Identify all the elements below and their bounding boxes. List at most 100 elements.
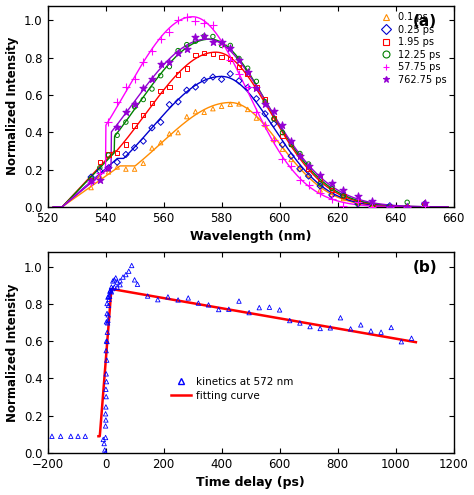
- kinetics at 572 nm: [316, 325, 324, 333]
- Point: [235, 54, 243, 62]
- kinetics at 572 nm: [107, 287, 114, 295]
- kinetics at 572 nm: [144, 292, 151, 300]
- Point: [296, 152, 304, 160]
- Point: [305, 162, 312, 170]
- Point: [305, 172, 312, 180]
- Point: [113, 131, 121, 139]
- kinetics at 572 nm: [154, 296, 162, 303]
- kinetics at 572 nm: [108, 288, 115, 296]
- Point: [113, 123, 121, 131]
- Point: [316, 175, 324, 183]
- kinetics at 572 nm: [119, 273, 127, 281]
- Point: [105, 118, 112, 126]
- kinetics at 572 nm: [100, 436, 107, 444]
- kinetics at 572 nm: [109, 277, 117, 285]
- Point: [174, 49, 182, 56]
- Point: [87, 176, 95, 184]
- Point: [339, 192, 347, 200]
- Point: [131, 75, 138, 83]
- Point: [183, 86, 191, 94]
- Point: [122, 150, 130, 158]
- Point: [131, 122, 138, 130]
- Point: [287, 140, 295, 148]
- Point: [354, 198, 362, 205]
- Point: [261, 98, 269, 106]
- Point: [261, 120, 269, 128]
- Point: [87, 173, 95, 181]
- Point: [270, 114, 278, 122]
- Point: [403, 203, 411, 211]
- Point: [174, 98, 182, 106]
- kinetics at 572 nm: [205, 301, 212, 309]
- Point: [157, 72, 164, 80]
- kinetics at 572 nm: [82, 432, 89, 440]
- Point: [316, 182, 324, 190]
- kinetics at 572 nm: [174, 296, 182, 304]
- kinetics at 572 nm: [101, 449, 109, 457]
- Point: [96, 164, 104, 172]
- Point: [279, 155, 286, 163]
- Point: [296, 165, 304, 173]
- Point: [386, 203, 393, 211]
- Point: [296, 149, 304, 157]
- Point: [165, 28, 173, 36]
- Point: [148, 76, 156, 84]
- kinetics at 572 nm: [113, 284, 121, 292]
- Point: [386, 202, 393, 210]
- kinetics at 572 nm: [398, 338, 405, 346]
- Point: [139, 84, 147, 92]
- Point: [148, 47, 156, 55]
- Point: [386, 203, 393, 211]
- Point: [131, 103, 138, 111]
- Point: [122, 83, 130, 91]
- fitting curve: [109, 286, 114, 292]
- Point: [386, 203, 393, 211]
- Point: [316, 189, 324, 197]
- kinetics at 572 nm: [225, 305, 233, 313]
- kinetics at 572 nm: [110, 276, 118, 284]
- Point: [209, 21, 217, 29]
- kinetics at 572 nm: [102, 403, 109, 411]
- Point: [386, 203, 393, 211]
- kinetics at 572 nm: [105, 301, 112, 309]
- Point: [174, 71, 182, 79]
- kinetics at 572 nm: [286, 317, 293, 325]
- Point: [174, 16, 182, 24]
- kinetics at 572 nm: [102, 434, 109, 442]
- kinetics at 572 nm: [125, 267, 133, 275]
- Point: [227, 56, 234, 64]
- Point: [386, 203, 393, 211]
- Point: [421, 198, 428, 206]
- Point: [287, 162, 295, 170]
- kinetics at 572 nm: [102, 370, 110, 378]
- Point: [87, 184, 95, 192]
- Point: [227, 55, 234, 63]
- Point: [191, 37, 199, 45]
- kinetics at 572 nm: [367, 327, 375, 335]
- kinetics at 572 nm: [131, 276, 138, 284]
- Point: [261, 96, 269, 103]
- Point: [369, 203, 376, 211]
- kinetics at 572 nm: [101, 446, 109, 454]
- kinetics at 572 nm: [235, 297, 243, 305]
- Point: [235, 56, 243, 64]
- Point: [227, 44, 234, 52]
- Point: [139, 96, 147, 103]
- fitting curve: [102, 373, 108, 379]
- Point: [96, 172, 104, 180]
- Point: [279, 141, 286, 148]
- Point: [191, 17, 199, 25]
- Point: [139, 58, 147, 66]
- Point: [328, 191, 336, 199]
- Point: [369, 203, 376, 211]
- Point: [270, 120, 278, 128]
- Point: [328, 184, 336, 192]
- Point: [105, 168, 112, 176]
- Point: [421, 201, 428, 209]
- Point: [157, 118, 164, 126]
- Point: [287, 155, 295, 163]
- kinetics at 572 nm: [103, 328, 111, 336]
- Point: [305, 165, 312, 173]
- kinetics at 572 nm: [134, 280, 141, 288]
- kinetics at 572 nm: [113, 278, 121, 286]
